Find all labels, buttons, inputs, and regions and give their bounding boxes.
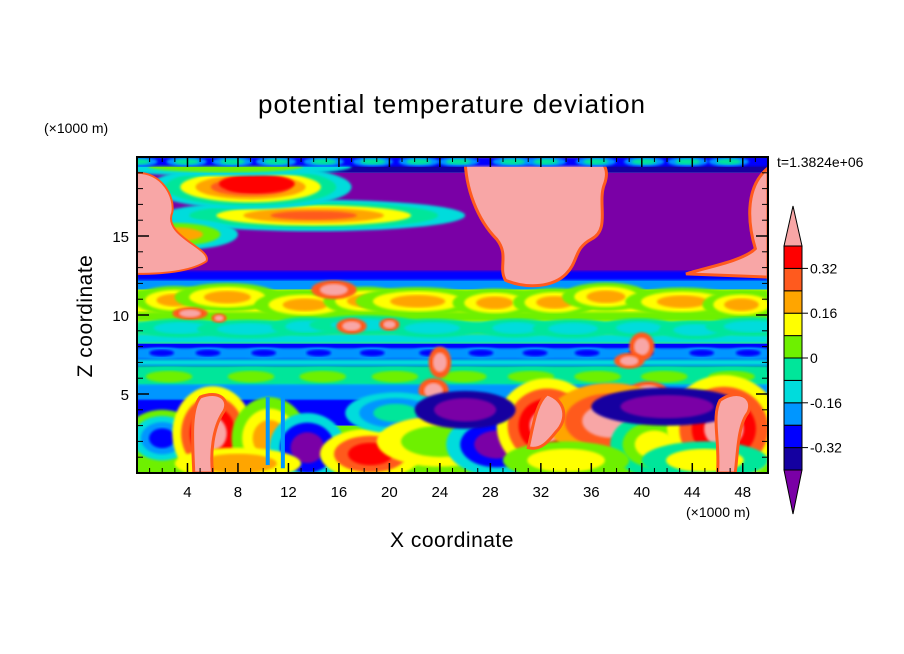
colorbar-segment bbox=[783, 402, 803, 426]
x-tick-label: 16 bbox=[331, 484, 348, 501]
y-tick-label: 5 bbox=[121, 387, 129, 404]
x-tick-label: 4 bbox=[183, 484, 191, 501]
y-axis-label: Z coordinate bbox=[74, 255, 97, 378]
colorbar-under-arrow bbox=[783, 469, 803, 515]
colorbar-segment bbox=[783, 447, 803, 471]
x-tick-label: 32 bbox=[532, 484, 549, 501]
y-tick-label: 15 bbox=[112, 229, 129, 246]
x-tick-label: 12 bbox=[280, 484, 297, 501]
colorbar-segment bbox=[783, 245, 803, 269]
x-axis: 4 8 12 16 20 24 28 32 36 40 44 48 bbox=[149, 157, 756, 501]
time-label: t=1.3824e+06 bbox=[777, 154, 864, 170]
x-tick-label: 24 bbox=[432, 484, 449, 501]
colorbar-segment bbox=[783, 424, 803, 449]
x-tick-label: 44 bbox=[684, 484, 701, 501]
y-unit-label: (×1000 m) bbox=[44, 120, 108, 136]
x-tick-label: 36 bbox=[583, 484, 600, 501]
chart-title: potential temperature deviation bbox=[258, 89, 646, 119]
x-tick-label: 48 bbox=[734, 484, 751, 501]
x-tick-label: 40 bbox=[633, 484, 650, 501]
y-tick-label: 10 bbox=[112, 308, 129, 325]
colorbar-segment bbox=[783, 290, 803, 314]
colorbar-segment bbox=[783, 357, 803, 381]
y-axis: 5 10 15 bbox=[112, 172, 768, 458]
colorbar-segment bbox=[783, 312, 803, 337]
x-tick-label: 28 bbox=[482, 484, 499, 501]
colorbar-over-arrow bbox=[783, 205, 803, 247]
x-unit-label: (×1000 m) bbox=[686, 504, 750, 520]
colorbar-segment bbox=[783, 379, 803, 404]
colorbar-label: -0.16 bbox=[810, 395, 842, 411]
x-tick-label: 20 bbox=[381, 484, 398, 501]
colorbar-label: -0.32 bbox=[810, 440, 842, 456]
colorbar-label: 0 bbox=[810, 350, 818, 366]
contour-field bbox=[137, 157, 768, 473]
colorbar-segment bbox=[783, 267, 803, 292]
colorbar-label: 0.16 bbox=[810, 305, 837, 321]
colorbar-label: 0.32 bbox=[810, 260, 837, 276]
colorbar-segment bbox=[783, 335, 803, 359]
x-axis-label: X coordinate bbox=[390, 529, 514, 552]
colorbar: 0.32 0.16 0 -0.16 -0.32 bbox=[783, 205, 842, 515]
x-tick-label: 8 bbox=[234, 484, 242, 501]
